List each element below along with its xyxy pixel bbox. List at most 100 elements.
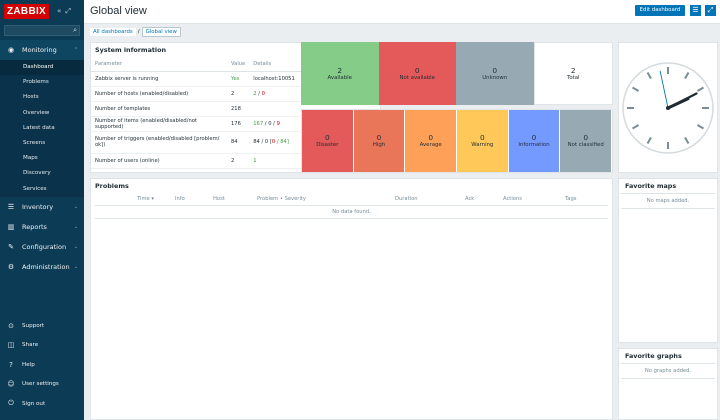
- severity-not-classified-cell[interactable]: 0 Not classified: [560, 110, 613, 172]
- gear-icon: ⚙: [7, 262, 15, 271]
- menu-inventory-label: Inventory: [22, 202, 54, 211]
- menu-reports-label: Reports: [22, 222, 47, 231]
- host-total-cell[interactable]: 2 Total: [533, 42, 613, 105]
- clock-tick: [684, 136, 690, 145]
- menu-share-label: Share: [22, 342, 39, 349]
- favorite-graphs-empty: No graphs added.: [621, 364, 715, 379]
- clock-tick: [646, 71, 652, 80]
- problems-widget: Problems Time ▾ Info Host Problem • Seve…: [90, 178, 613, 420]
- submenu-maps[interactable]: Maps: [23, 155, 38, 162]
- fullscreen-icon[interactable]: ⤢: [705, 5, 716, 16]
- search-input[interactable]: ⌕: [4, 25, 80, 36]
- count: 0: [376, 133, 382, 142]
- menu-support[interactable]: ⊙ Support: [0, 316, 84, 336]
- severity-disaster-cell[interactable]: 0 Disaster: [302, 110, 354, 172]
- chevron-down-icon: ⌄: [73, 243, 78, 250]
- details-enabled: 2: [253, 90, 257, 97]
- param-cell: Number of triggers (enabled/disabled [pr…: [91, 131, 227, 154]
- host-available-cell[interactable]: 2 Available: [301, 42, 379, 105]
- menu-reports[interactable]: ▥ Reports ⌄: [0, 217, 84, 237]
- favorite-graphs-widget: Favorite graphs No graphs added.: [618, 348, 718, 420]
- column-time[interactable]: Time ▾: [137, 196, 154, 202]
- label: High: [372, 142, 386, 148]
- user-icon: ☺: [7, 380, 15, 389]
- count: 0: [531, 133, 537, 142]
- second-hand: [659, 70, 669, 109]
- severity-information-cell[interactable]: 0 Information: [508, 110, 561, 172]
- favorite-maps-empty: No maps added.: [621, 194, 715, 209]
- search-icon[interactable]: ⌕: [73, 26, 77, 34]
- details-value: localhost:10051: [253, 75, 295, 82]
- menu-help[interactable]: ? Help: [0, 355, 84, 375]
- label: Warning: [471, 142, 494, 148]
- kiosk-mode-icon[interactable]: ⤢: [65, 6, 71, 15]
- details-value: 84 / 0 [: [253, 139, 272, 145]
- page-title: Global view: [90, 5, 147, 17]
- menu-user-settings-label: User settings: [22, 381, 59, 388]
- menu-monitoring[interactable]: ◉ Monitoring ⌃: [0, 40, 84, 60]
- submenu-discovery[interactable]: Discovery: [23, 170, 51, 177]
- clock-tick: [684, 71, 690, 80]
- clock-face: [622, 62, 714, 154]
- count: 0: [414, 65, 420, 75]
- edit-dashboard-button[interactable]: Edit dashboard: [635, 5, 685, 16]
- breadcrumb-separator: /: [137, 29, 140, 35]
- column-info: Info: [175, 196, 185, 202]
- value-cell: 218: [227, 101, 250, 117]
- menu-configuration[interactable]: ✎ Configuration ⌄: [0, 237, 84, 257]
- menu-sign-out[interactable]: ⏻ Sign out: [0, 394, 84, 414]
- submenu-services[interactable]: Services: [23, 185, 47, 192]
- logo-row: ZABBIX « ⤢: [0, 0, 84, 22]
- host-unknown-cell[interactable]: 0 Unknown: [456, 42, 534, 105]
- host-not-available-cell[interactable]: 0 Not available: [378, 42, 456, 105]
- submenu-dashboard[interactable]: Dashboard: [0, 60, 84, 76]
- list-icon: ☰: [7, 202, 15, 211]
- breadcrumb-all-dashboards[interactable]: All dashboards: [90, 28, 136, 36]
- severity-warning-cell[interactable]: 0 Warning: [457, 110, 509, 172]
- clock-tick: [631, 86, 640, 92]
- details-sep: /: [256, 90, 262, 97]
- power-icon: ⏻: [8, 399, 14, 408]
- clock-tick: [646, 136, 652, 145]
- submenu-problems[interactable]: Problems: [23, 79, 49, 86]
- value-cell: Yes: [227, 71, 250, 87]
- menu-user-settings[interactable]: ☺ User settings: [0, 375, 84, 395]
- severity-high-cell[interactable]: 0 High: [353, 110, 406, 172]
- breadcrumb: All dashboards / Global view: [90, 27, 181, 37]
- zabbix-logo[interactable]: ZABBIX: [4, 3, 50, 19]
- widget-title: Favorite graphs: [621, 349, 715, 364]
- submenu-overview[interactable]: Overview: [23, 109, 50, 116]
- menu-share[interactable]: ◫ Share: [0, 336, 84, 356]
- details-online: 1: [253, 157, 257, 164]
- menu-support-label: Support: [22, 322, 45, 329]
- breadcrumb-global-view[interactable]: Global view: [141, 27, 181, 37]
- submenu-screens[interactable]: Screens: [23, 139, 46, 146]
- count: 0: [480, 133, 485, 142]
- collapse-sidebar-icon[interactable]: «: [57, 6, 62, 15]
- count: 2: [570, 65, 576, 75]
- clock-ticks: [627, 67, 709, 149]
- menu-inventory[interactable]: ☰ Inventory ⌄: [0, 197, 84, 217]
- monitoring-submenu: Dashboard Problems Hosts Overview Latest…: [0, 60, 84, 197]
- clock-tick: [696, 86, 705, 92]
- menu-configuration-label: Configuration: [22, 242, 67, 251]
- severity-average-cell[interactable]: 0 Average: [405, 110, 458, 172]
- eye-icon: ◉: [7, 46, 15, 54]
- submenu-hosts[interactable]: Hosts: [23, 94, 39, 101]
- submenu-latest-data[interactable]: Latest data: [23, 124, 55, 131]
- count: 0: [492, 65, 498, 75]
- wrench-icon: ✎: [8, 242, 14, 251]
- column-header: Value: [227, 57, 250, 72]
- page-header: Global view Edit dashboard ☰ ⤢: [84, 0, 720, 24]
- menu-administration-label: Administration: [22, 262, 70, 271]
- help-icon: ?: [9, 360, 13, 369]
- chevron-down-icon: ⌄: [73, 223, 78, 230]
- host-availability-widget: 2 Available 0 Not available 0 Unknown 2 …: [301, 42, 613, 105]
- param-cell: Number of templates: [91, 101, 227, 117]
- menu-administration[interactable]: ⚙ Administration ⌄: [0, 257, 84, 277]
- column-problem-severity: Problem • Severity: [257, 196, 306, 202]
- column-actions: Actions: [503, 196, 522, 202]
- dashboard-menu-icon[interactable]: ☰: [690, 5, 701, 16]
- widget-title: System information: [95, 46, 167, 54]
- problems-by-severity-widget: 0 Disaster 0 High 0 Average 0 Warning 0 …: [301, 109, 613, 173]
